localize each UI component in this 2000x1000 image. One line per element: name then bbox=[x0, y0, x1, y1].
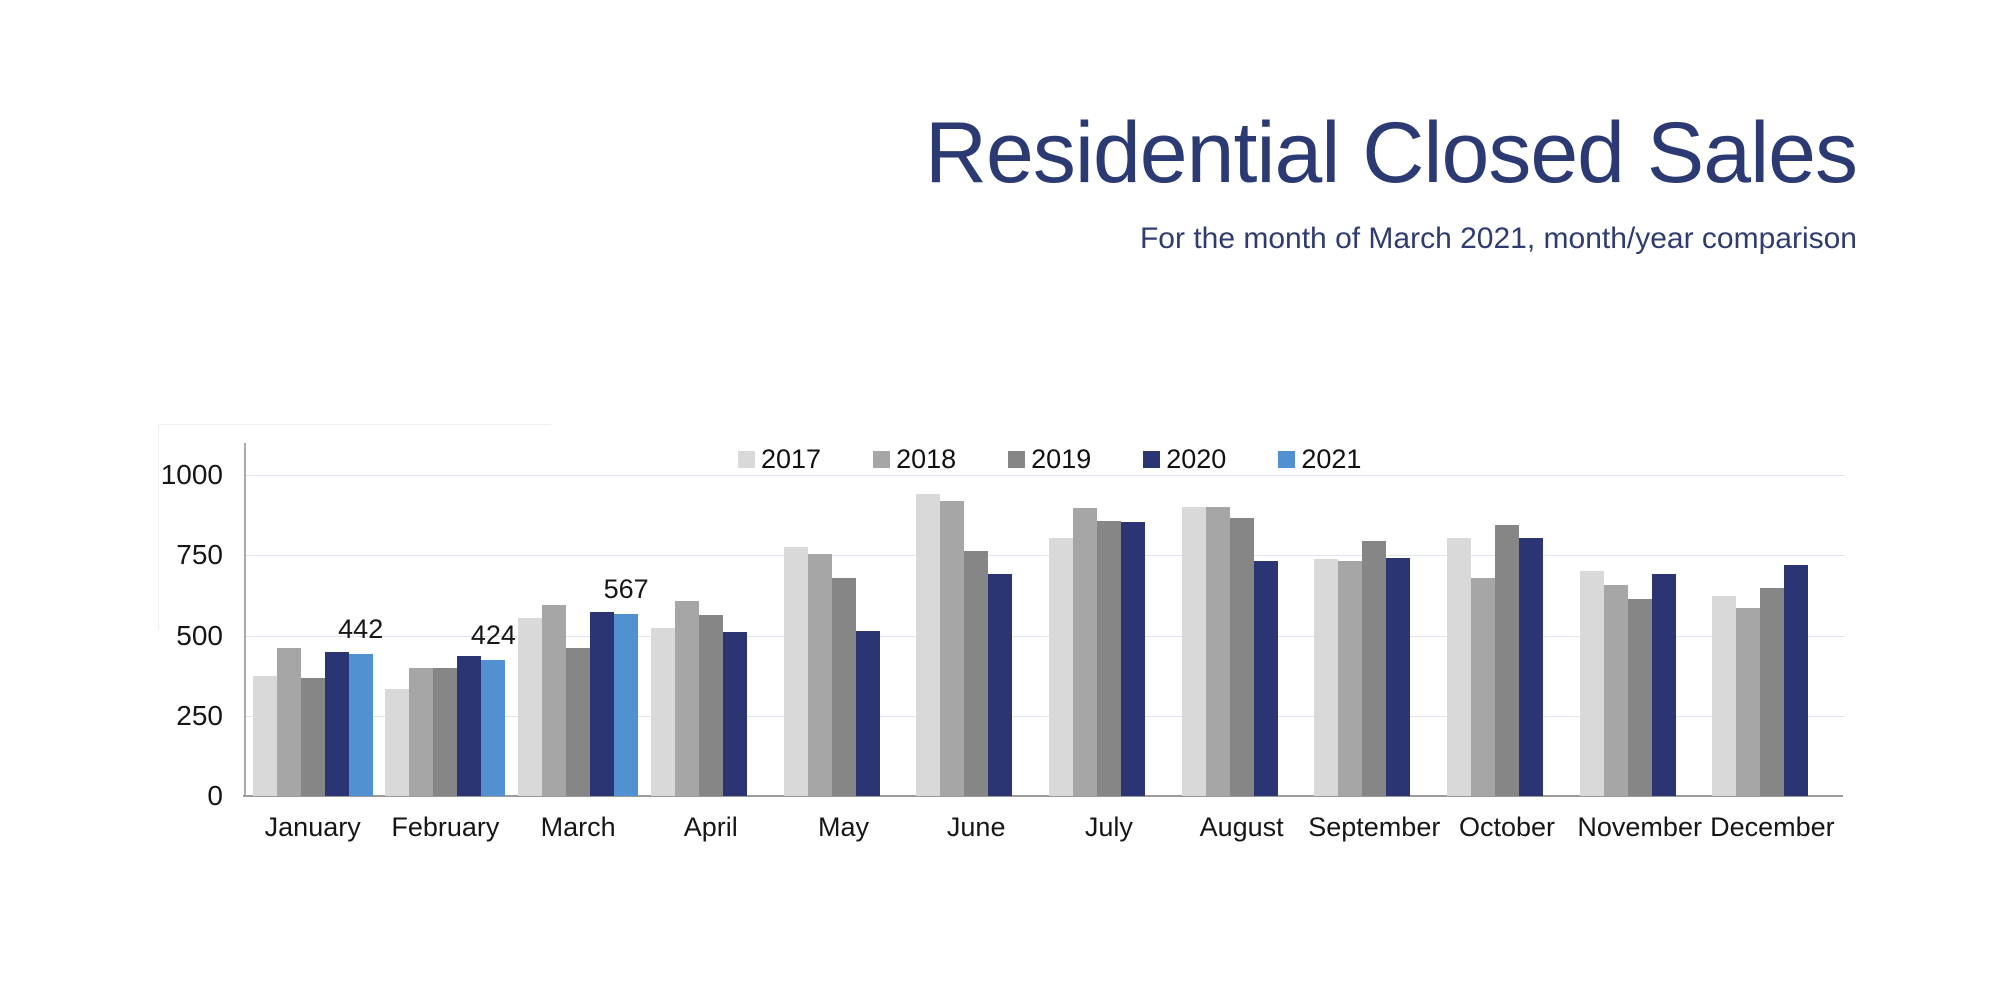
bar-2017-august bbox=[1181, 507, 1206, 796]
bar-2020-august bbox=[1253, 560, 1278, 796]
bar-2017-december bbox=[1712, 595, 1737, 796]
bar-2020-june bbox=[988, 574, 1013, 796]
chart-legend: 2017 2018 2019 2020 2021 bbox=[738, 444, 1361, 475]
bar-2018-december bbox=[1736, 608, 1761, 796]
bar-2021-february bbox=[481, 660, 506, 796]
bar-2018-march bbox=[542, 604, 567, 796]
data-label-2021-march: 567 bbox=[603, 574, 649, 605]
bar-2019-june bbox=[964, 550, 989, 796]
x-label-may: May bbox=[817, 812, 869, 842]
bar-2017-july bbox=[1048, 537, 1073, 796]
bar-2018-november bbox=[1603, 584, 1628, 796]
y-tick-label-250: 250 bbox=[176, 699, 223, 731]
x-axis-line bbox=[243, 795, 1843, 797]
legend-label-2019: 2019 bbox=[1031, 444, 1092, 474]
bar-2017-march bbox=[518, 618, 543, 796]
legend-swatch-2020-icon bbox=[1143, 451, 1161, 468]
chart-header: Residential Closed Sales For the month o… bbox=[924, 105, 1858, 256]
data-label-2021-january: 442 bbox=[338, 614, 384, 645]
bar-2018-may bbox=[807, 554, 832, 796]
bar-2019-october bbox=[1495, 524, 1519, 796]
legend-swatch-2018-icon bbox=[873, 451, 891, 468]
x-label-october: October bbox=[1458, 812, 1556, 842]
bar-2018-september bbox=[1338, 560, 1363, 796]
x-label-february: February bbox=[391, 812, 500, 842]
x-label-june: June bbox=[946, 812, 1006, 842]
gridline-250 bbox=[245, 715, 1845, 717]
bar-2020-december bbox=[1784, 565, 1809, 796]
legend-item-2017: 2017 bbox=[738, 444, 821, 475]
legend-label-2017: 2017 bbox=[761, 444, 822, 474]
x-label-january: January bbox=[264, 812, 361, 842]
legend-label-2018: 2018 bbox=[896, 444, 957, 474]
bar-2020-may bbox=[855, 631, 880, 796]
y-tick-label-1000: 1000 bbox=[160, 459, 223, 491]
bar-2020-march bbox=[590, 611, 615, 796]
bar-2019-april bbox=[698, 614, 723, 796]
bar-2020-september bbox=[1386, 557, 1411, 796]
bar-2019-november bbox=[1627, 598, 1652, 796]
gridline-750 bbox=[245, 555, 1845, 557]
x-label-november: November bbox=[1577, 812, 1702, 842]
bar-2020-april bbox=[722, 631, 747, 796]
legend-item-2020: 2020 bbox=[1143, 444, 1226, 475]
bar-2021-january bbox=[348, 654, 373, 796]
bar-2017-october bbox=[1447, 537, 1471, 796]
x-label-september: September bbox=[1308, 812, 1441, 842]
y-axis-line bbox=[244, 443, 246, 796]
legend-label-2021: 2021 bbox=[1301, 444, 1362, 474]
bar-2021-march bbox=[614, 614, 639, 796]
bar-2017-november bbox=[1579, 571, 1604, 796]
bar-2018-july bbox=[1072, 507, 1097, 796]
bar-2018-april bbox=[674, 601, 699, 796]
x-label-july: July bbox=[1084, 812, 1133, 842]
bar-2017-january bbox=[252, 675, 277, 796]
bar-2020-july bbox=[1120, 521, 1145, 796]
x-label-april: April bbox=[683, 812, 738, 842]
x-label-march: March bbox=[540, 812, 616, 842]
y-tick-label-0: 0 bbox=[207, 780, 223, 811]
legend-item-2019: 2019 bbox=[1008, 444, 1091, 475]
x-label-august: August bbox=[1199, 812, 1284, 842]
y-tick-label-750: 750 bbox=[176, 539, 223, 571]
bar-2017-february bbox=[385, 688, 410, 796]
bar-2018-august bbox=[1205, 507, 1230, 796]
background-panel bbox=[158, 424, 551, 630]
bar-2019-december bbox=[1760, 587, 1785, 796]
chart-subtitle: For the month of March 2021, month/year … bbox=[1139, 222, 1857, 256]
chart-title: Residential Closed Sales bbox=[924, 105, 1858, 201]
bar-2019-march bbox=[566, 648, 591, 796]
bar-2019-august bbox=[1229, 517, 1254, 796]
legend-item-2018: 2018 bbox=[873, 444, 956, 475]
x-label-december: December bbox=[1710, 812, 1835, 842]
bar-2019-september bbox=[1362, 541, 1387, 796]
bar-2020-february bbox=[457, 656, 482, 796]
data-label-2021-february: 424 bbox=[470, 620, 516, 650]
bar-2017-june bbox=[916, 494, 941, 796]
legend-item-2021: 2021 bbox=[1278, 444, 1361, 475]
legend-swatch-2019-icon bbox=[1008, 451, 1026, 468]
bar-2020-november bbox=[1651, 574, 1676, 796]
bar-2019-july bbox=[1096, 520, 1121, 796]
bar-2017-april bbox=[650, 627, 675, 796]
bar-2018-january bbox=[276, 648, 301, 796]
y-tick-label-500: 500 bbox=[176, 619, 223, 651]
bar-2018-october bbox=[1471, 577, 1495, 796]
legend-swatch-2017-icon bbox=[738, 451, 755, 468]
gridline-1000 bbox=[245, 475, 1845, 477]
bar-2018-june bbox=[940, 500, 965, 796]
bar-2018-february bbox=[409, 667, 434, 796]
bar-2019-may bbox=[831, 577, 856, 796]
bar-2019-january bbox=[300, 677, 325, 796]
bar-2020-january bbox=[324, 651, 349, 796]
legend-swatch-2021-icon bbox=[1278, 451, 1296, 468]
gridline-500 bbox=[245, 635, 1845, 637]
bar-2019-february bbox=[433, 667, 458, 796]
legend-label-2020: 2020 bbox=[1166, 444, 1227, 474]
bar-2017-may bbox=[783, 547, 808, 796]
bar-2020-october bbox=[1519, 537, 1543, 796]
bar-2017-september bbox=[1314, 558, 1339, 796]
